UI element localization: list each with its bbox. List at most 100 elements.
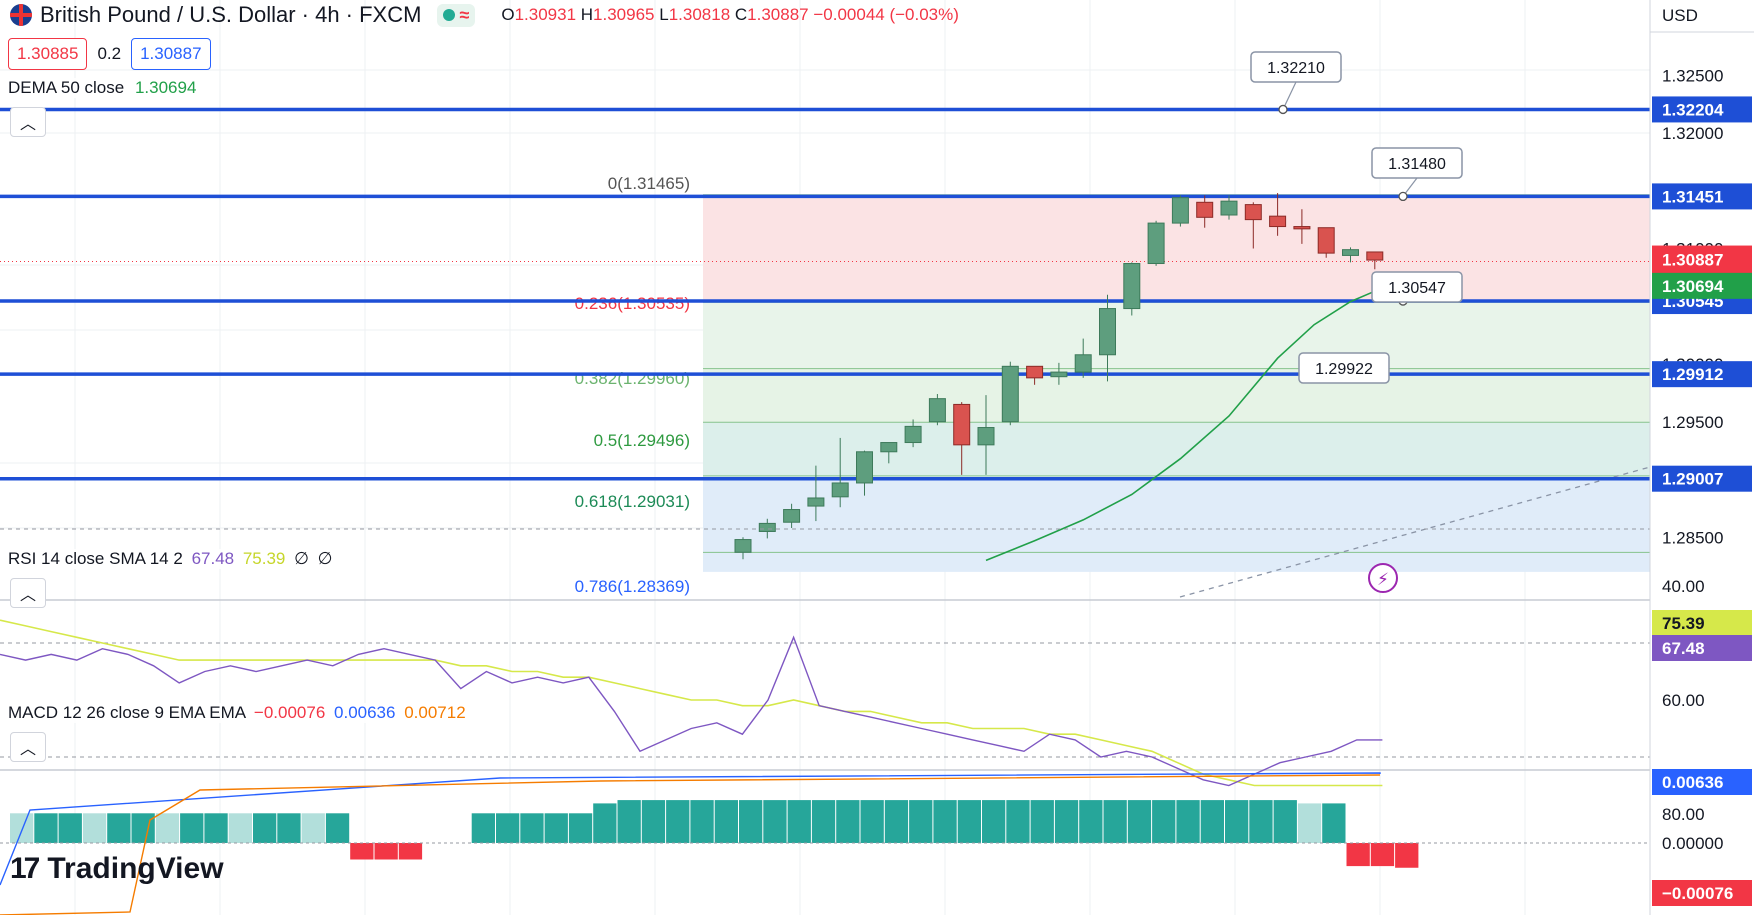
level-price-tag	[1652, 361, 1752, 388]
candle-body	[807, 497, 825, 507]
rsi-legend[interactable]: RSI 14 close SMA 14 2 67.48 75.39 ∅ ∅	[8, 549, 333, 569]
macd-histogram-bar	[1200, 800, 1224, 843]
candle-body	[856, 451, 873, 484]
ohlc-readout: O1.30931 H1.30965 L1.30818 C1.30887 −0.0…	[501, 5, 959, 25]
dema-line	[985, 283, 1400, 562]
candle-body	[1050, 371, 1068, 378]
macd-histogram-bar	[1103, 800, 1127, 843]
macd-histogram-bar	[544, 813, 568, 843]
callout-box	[1298, 352, 1390, 384]
macd-histogram-bar	[617, 800, 641, 843]
macd-histogram-bar	[957, 800, 981, 843]
macd-histogram-bar	[593, 803, 617, 843]
macd-histogram-bar	[180, 813, 204, 843]
sell-button[interactable]: 1.30885	[8, 38, 88, 70]
macd-histogram-bar	[1176, 800, 1200, 843]
macd-histogram-bar	[1273, 800, 1297, 843]
fib-zone	[703, 475, 1650, 572]
last-price-tag-text: 1.30887	[1662, 251, 1723, 270]
callout-leader	[1282, 81, 1297, 110]
rsi-sma-legend-value: 75.39	[242, 549, 286, 568]
macd-histogram-bar	[1225, 800, 1249, 843]
fib-zone	[703, 368, 1650, 423]
symbol-title[interactable]: British Pound / U.S. Dollar · 4h · FXCM	[40, 2, 422, 27]
macd-histogram-bar	[228, 813, 252, 843]
tradingview-logo[interactable]: 17 TradingView	[10, 852, 224, 886]
price-axis	[1650, 0, 1754, 915]
level-price-tag	[1652, 465, 1752, 492]
macd-histogram-bar	[374, 843, 398, 860]
candle-body	[880, 442, 898, 453]
macd-histogram-bar	[982, 800, 1006, 843]
callout-text: 1.31480	[1388, 156, 1446, 173]
spread-value: 0.2	[97, 44, 122, 63]
macd-line-legend-value: 0.00636	[334, 703, 396, 722]
candle-body	[1026, 365, 1044, 379]
macd-histogram-bar	[155, 813, 180, 843]
chart-header: British Pound / U.S. Dollar · 4h · FXCM …	[0, 0, 959, 30]
fib-level-label: 0.5(1.29496)	[594, 431, 690, 450]
price-tick-label: 1.29500	[1662, 413, 1723, 432]
candle-body	[928, 398, 946, 423]
candle-body	[1220, 200, 1238, 216]
macd-histogram-bar	[641, 800, 666, 843]
macd-histogram-bar	[301, 813, 325, 843]
macd-histogram-bar	[1152, 800, 1176, 843]
macd-line-tag	[1652, 769, 1752, 795]
buy-button[interactable]: 1.30887	[131, 38, 211, 70]
candle-body	[1074, 354, 1092, 373]
macd-legend[interactable]: MACD 12 26 close 9 EMA EMA −0.00076 0.00…	[8, 703, 466, 723]
rsi-empty-1: ∅	[294, 549, 309, 568]
macd-histogram-bar	[350, 843, 374, 860]
price-tick-label: 1.32500	[1662, 66, 1723, 85]
macd-histogram-bar	[253, 813, 277, 843]
callout-text: 1.29922	[1315, 361, 1373, 378]
candle-body	[1317, 227, 1335, 254]
macd-histogram-bar	[909, 800, 933, 843]
collapse-macd-button[interactable]: ︿	[10, 732, 46, 762]
macd-histogram-bar	[1030, 800, 1054, 843]
dema-legend[interactable]: DEMA 50 close 1.30694	[8, 78, 197, 98]
candle-body	[1001, 365, 1019, 423]
macd-legend-name: MACD 12 26 close 9 EMA EMA	[8, 703, 246, 722]
fib-level-label: 0.618(1.29031)	[575, 492, 690, 511]
candle-body	[734, 539, 752, 553]
level-price-tag	[1652, 96, 1752, 123]
candle-body	[1342, 249, 1359, 256]
macd-histogram-bar	[1395, 843, 1419, 868]
candle-body	[953, 403, 971, 446]
macd-histogram-bar	[204, 813, 228, 843]
open-value: 1.30931	[514, 5, 577, 24]
macd-histogram-bar	[836, 800, 860, 843]
dema-price-tag-text: 1.30694	[1662, 277, 1724, 296]
price-tick-label: 1.32000	[1662, 124, 1723, 143]
candle-body	[1099, 308, 1116, 356]
rsi-tick-label: 60.00	[1662, 691, 1705, 710]
callout-text: 1.32210	[1267, 60, 1325, 77]
data-delay-icon: ≈	[459, 4, 470, 25]
macd-histogram-bar	[1346, 843, 1370, 867]
callout-text: 1.30547	[1388, 280, 1446, 297]
candle-body	[1196, 201, 1214, 218]
macd-signal-line	[0, 774, 1381, 915]
gbpusd-flag-icon	[10, 4, 32, 26]
rsi-value-tag	[1652, 635, 1752, 661]
rsi-sma-tag-text: 75.39	[1662, 614, 1705, 633]
candle-body	[1171, 197, 1189, 224]
rsi-empty-2: ∅	[317, 549, 333, 568]
chevron-up-icon: ︿	[19, 116, 36, 133]
market-status-pill[interactable]: ≈	[437, 3, 476, 27]
rsi-tick-label: 80.00	[1662, 805, 1705, 824]
rsi-sma-tag	[1652, 610, 1752, 636]
collapse-rsi-button[interactable]: ︿	[10, 578, 46, 608]
candle-body	[1269, 215, 1287, 228]
change-value: −0.00044 (−0.03%)	[813, 5, 959, 24]
collapse-legend-button[interactable]: ︿	[10, 107, 46, 137]
rsi-legend-value: 67.48	[191, 549, 235, 568]
close-value: 1.30887	[747, 5, 809, 24]
macd-hist-legend-value: −0.00076	[253, 703, 326, 722]
macd-histogram-bar	[690, 800, 714, 843]
lightning-icon: ⚡	[1377, 570, 1389, 590]
price-tick-label: 1.28500	[1662, 528, 1723, 547]
